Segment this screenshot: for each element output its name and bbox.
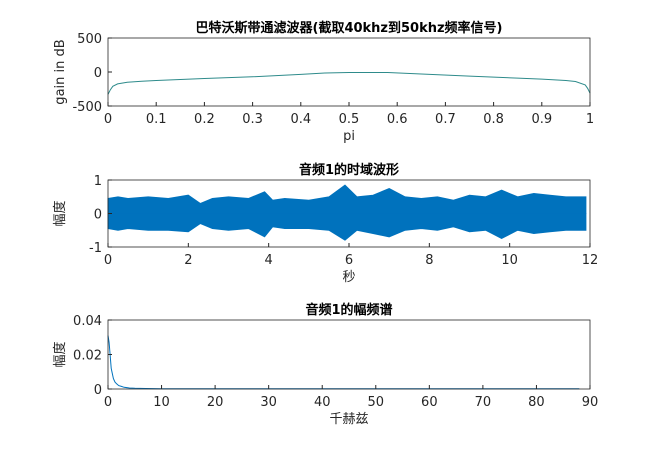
x-tick-label: 6 xyxy=(345,253,353,268)
data-line xyxy=(107,335,580,390)
x-tick-label: 0.1 xyxy=(146,112,167,127)
x-tick-label: 0.9 xyxy=(531,112,552,127)
y-tick-label: 0 xyxy=(94,383,102,398)
x-tick-label: 0.8 xyxy=(483,112,504,127)
axes-box xyxy=(107,319,591,390)
x-axis-label: 秒 xyxy=(342,270,355,285)
x-axis-label: pi xyxy=(343,129,355,144)
y-tick-label: 0.02 xyxy=(73,349,102,364)
chart-title: 音频1的幅频谱 xyxy=(305,302,392,318)
x-tick-label: 1 xyxy=(586,112,594,127)
x-tick-label: 0 xyxy=(104,112,112,127)
x-tick-label: 70 xyxy=(475,395,492,410)
data-line xyxy=(107,72,591,95)
y-axis-label: 幅度 xyxy=(52,341,68,367)
x-tick-label: 10 xyxy=(501,253,518,268)
chart-title: 音频1的时域波形 xyxy=(299,162,399,178)
y-tick-label: 0 xyxy=(94,208,102,223)
x-axis-label: 千赫兹 xyxy=(329,412,368,427)
x-tick-label: 0.3 xyxy=(242,112,263,127)
y-tick-label: 0.04 xyxy=(73,314,102,329)
y-tick-label: 500 xyxy=(77,32,102,47)
y-tick-label: -500 xyxy=(72,100,102,115)
y-tick-label: 1 xyxy=(94,174,102,189)
waveform-envelope xyxy=(107,213,587,241)
x-tick-label: 0.4 xyxy=(290,112,311,127)
x-tick-label: 60 xyxy=(421,395,438,410)
x-tick-label: 20 xyxy=(207,395,224,410)
x-tick-label: 0.5 xyxy=(339,112,360,127)
x-tick-label: 90 xyxy=(582,395,599,410)
x-tick-label: 12 xyxy=(582,253,599,268)
x-tick-label: 0 xyxy=(104,253,112,268)
x-tick-label: 2 xyxy=(184,253,192,268)
waveform-envelope xyxy=(107,184,587,214)
y-axis-label: gain in dB xyxy=(53,39,68,104)
y-tick-label: -1 xyxy=(89,241,102,256)
x-tick-label: 40 xyxy=(314,395,331,410)
x-tick-label: 4 xyxy=(265,253,273,268)
x-tick-label: 30 xyxy=(260,395,277,410)
x-tick-label: 10 xyxy=(153,395,170,410)
x-tick-label: 50 xyxy=(368,395,385,410)
y-axis-label: 幅度 xyxy=(52,200,68,226)
chart-title: 巴特沃斯带通滤波器(截取40khz到50khz频率信号) xyxy=(196,20,503,36)
x-tick-label: 8 xyxy=(425,253,433,268)
x-tick-label: 0.7 xyxy=(435,112,456,127)
x-tick-label: 0.6 xyxy=(387,112,408,127)
x-tick-label: 80 xyxy=(528,395,545,410)
x-tick-label: 0 xyxy=(104,395,112,410)
x-tick-label: 0.2 xyxy=(194,112,215,127)
axes-box xyxy=(107,37,591,107)
y-tick-label: 0 xyxy=(94,66,102,81)
